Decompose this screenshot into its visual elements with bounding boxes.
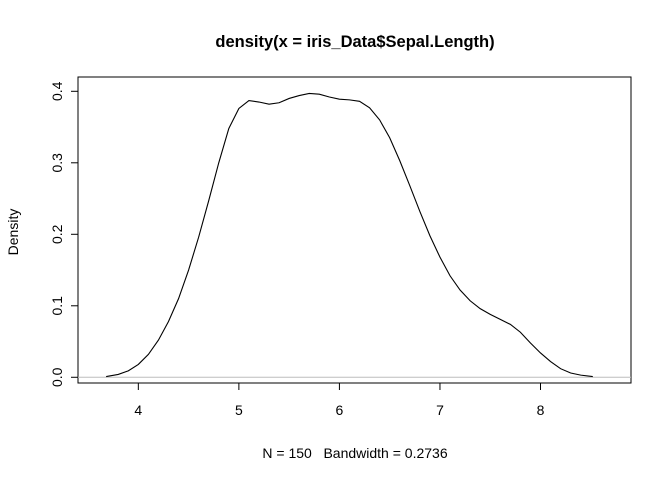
x-tick-label: 5	[235, 402, 243, 418]
density-curve	[106, 92, 593, 378]
x-axis-label: N = 150 Bandwidth = 0.2736	[262, 445, 447, 461]
y-tick-label: 0.4	[49, 81, 65, 101]
y-tick-label: 0.3	[49, 153, 65, 173]
y-tick-label: 0.0	[49, 367, 65, 387]
x-tick-label: 4	[134, 402, 142, 418]
y-tick-label: 0.1	[49, 296, 65, 316]
chart-title: density(x = iris_Data$Sepal.Length)	[215, 33, 494, 51]
plot-frame	[77, 76, 632, 384]
axes: 4 5 6 7 8 0.0 0.1 0.2 0.3 0.4	[49, 81, 545, 418]
y-tick-label: 0.2	[49, 224, 65, 244]
x-tick-label: 7	[436, 402, 444, 418]
x-tick-label: 6	[336, 402, 344, 418]
y-axis-label: Density	[5, 209, 21, 256]
x-tick-label: 8	[537, 402, 545, 418]
